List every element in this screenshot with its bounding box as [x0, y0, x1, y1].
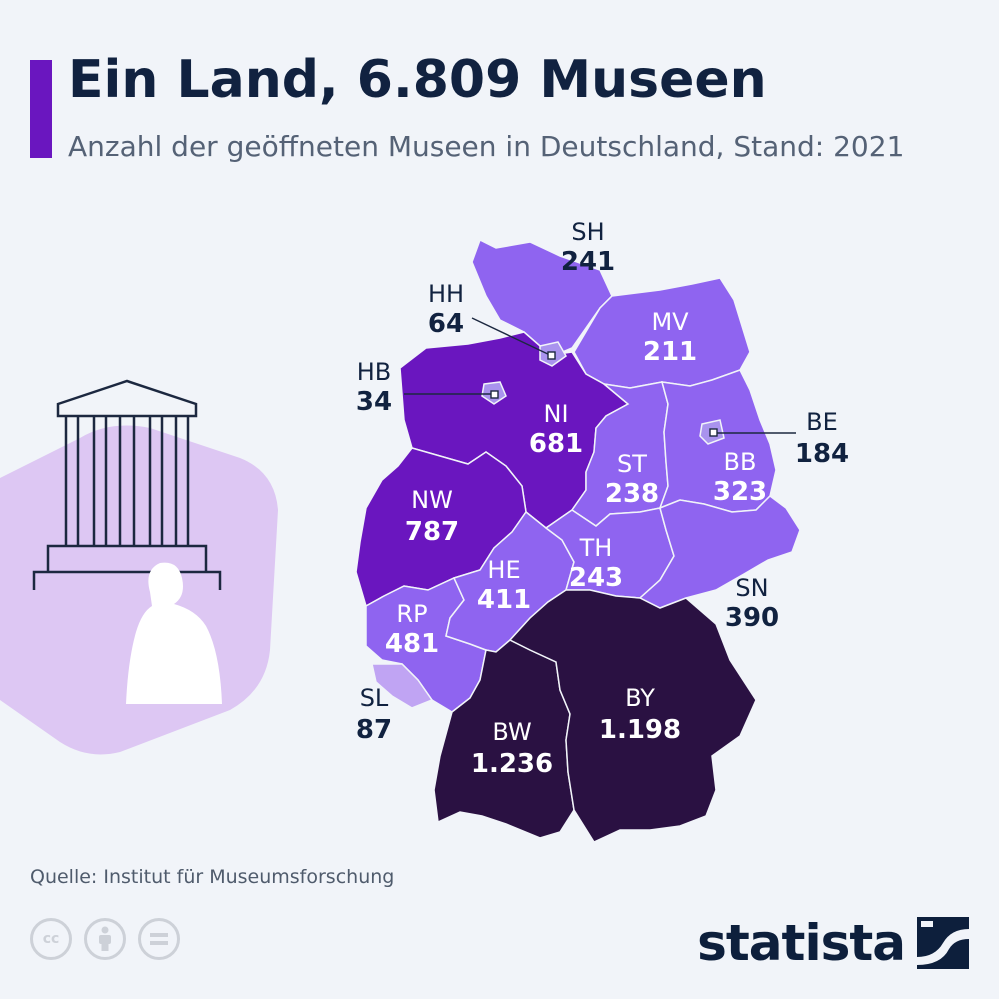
label-HH-code: HH — [428, 280, 464, 308]
label-SN-code: SN — [735, 574, 768, 602]
label-NW-value: 787 — [405, 517, 459, 547]
page-subtitle: Anzahl der geöffneten Museen in Deutschl… — [68, 130, 905, 163]
person-icon — [99, 926, 111, 951]
state-labels: SH 241 HH 64 MV 211 HB 34 NI 681 BE 184 … — [356, 218, 849, 779]
decoration — [0, 379, 278, 755]
marker-HH — [547, 351, 556, 360]
museum-icon — [32, 379, 222, 590]
label-ST-code: ST — [617, 450, 647, 478]
label-SN-value: 390 — [725, 603, 779, 633]
label-NI-value: 681 — [529, 429, 583, 459]
label-BW-code: BW — [492, 718, 531, 746]
label-BE-value: 184 — [795, 439, 849, 469]
license-icons: cc — [30, 918, 180, 960]
equals-icon — [150, 933, 168, 945]
page-title: Ein Land, 6.809 Museen — [68, 50, 767, 110]
state-SL — [371, 663, 434, 709]
label-HH-value: 64 — [428, 309, 464, 339]
no-derivatives-icon[interactable] — [138, 918, 180, 960]
label-TH-value: 243 — [569, 563, 623, 593]
cc-icon[interactable]: cc — [30, 918, 72, 960]
statista-logo[interactable]: statista — [697, 914, 969, 972]
label-SH-value: 241 — [561, 247, 615, 277]
state-SN — [638, 495, 801, 609]
states-layer — [355, 238, 801, 843]
label-RP-code: RP — [396, 600, 427, 628]
visitor-silhouette-icon — [126, 562, 222, 704]
leader-lines — [404, 317, 796, 437]
label-BY-code: BY — [625, 684, 655, 712]
statista-mark-icon — [917, 917, 969, 969]
label-SL-code: SL — [360, 684, 389, 712]
label-HE-value: 411 — [477, 585, 531, 615]
label-ST-value: 238 — [605, 479, 659, 509]
label-BW-value: 1.236 — [471, 749, 553, 779]
label-HB-code: HB — [357, 358, 392, 386]
leader-line-HH — [471, 317, 553, 357]
label-HE-code: HE — [487, 556, 520, 584]
decorative-hexagon — [0, 425, 278, 755]
label-SL-value: 87 — [356, 715, 392, 745]
title-accent-bar — [30, 60, 52, 158]
attribution-icon[interactable] — [84, 918, 126, 960]
label-NI-code: NI — [543, 400, 568, 428]
label-BB-code: BB — [724, 448, 757, 476]
label-HB-value: 34 — [356, 387, 392, 417]
label-TH-code: TH — [579, 534, 613, 562]
label-MV-code: MV — [651, 308, 689, 336]
label-SH-code: SH — [571, 218, 604, 246]
label-BE-code: BE — [806, 408, 838, 436]
label-BB-value: 323 — [713, 477, 767, 507]
state-BY — [508, 589, 757, 843]
state-SH — [471, 238, 613, 355]
marker-BE — [709, 428, 718, 437]
label-BY-value: 1.198 — [599, 715, 681, 745]
label-RP-value: 481 — [385, 629, 439, 659]
brand-name: statista — [697, 914, 906, 972]
label-MV-value: 211 — [643, 337, 697, 367]
source-note: Quelle: Institut für Museumsforschung — [30, 866, 395, 888]
label-NW-code: NW — [411, 486, 453, 514]
marker-HB — [490, 390, 499, 399]
